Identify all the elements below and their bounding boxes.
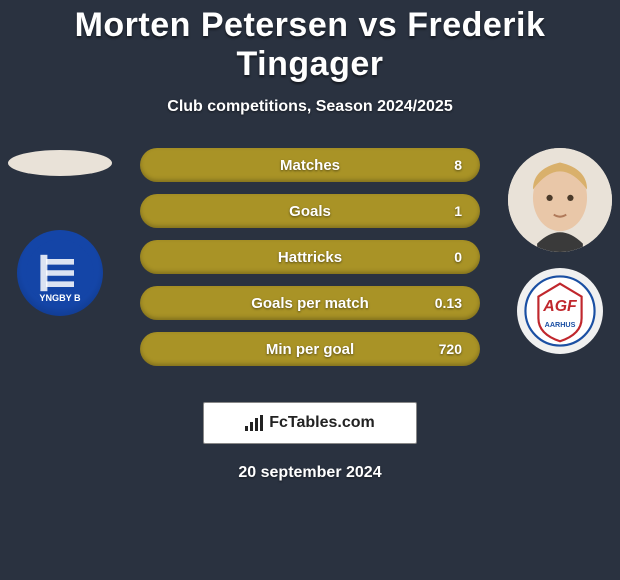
comparison-area: YNGBY B AGF AARHUS <box>0 148 620 388</box>
stat-label: Goals <box>192 203 428 220</box>
stat-value-right: 720 <box>428 341 462 357</box>
subtitle: Club competitions, Season 2024/2025 <box>0 98 620 116</box>
stat-row: Goals1 <box>140 194 480 228</box>
stat-value-right: 1 <box>428 203 462 219</box>
stat-row: Hattricks0 <box>140 240 480 274</box>
stat-label: Hattricks <box>192 249 428 266</box>
player-face-icon <box>508 148 612 252</box>
right-player-avatar <box>508 148 612 252</box>
stat-row: Matches8 <box>140 148 480 182</box>
stat-value-right: 8 <box>428 157 462 173</box>
stat-label: Min per goal <box>192 341 428 358</box>
stat-value-right: 0 <box>428 249 462 265</box>
date-text: 20 september 2024 <box>0 464 620 482</box>
left-player-avatar <box>8 150 112 176</box>
stat-row: Min per goal720 <box>140 332 480 366</box>
brand-text: FcTables.com <box>269 414 375 432</box>
bar-chart-icon <box>245 415 263 431</box>
stat-row: Goals per match0.13 <box>140 286 480 320</box>
left-club-text: YNGBY B <box>39 293 81 303</box>
left-club-badge: YNGBY B <box>17 230 103 316</box>
lyngby-logo-icon: YNGBY B <box>25 238 95 308</box>
svg-text:AGF: AGF <box>542 298 578 315</box>
page-title: Morten Petersen vs Frederik Tingager <box>0 0 620 84</box>
stat-label: Matches <box>192 157 428 174</box>
right-club-badge: AGF AARHUS <box>517 268 603 354</box>
stat-value-right: 0.13 <box>428 295 462 311</box>
stat-label: Goals per match <box>192 295 428 312</box>
left-player-column: YNGBY B <box>0 148 120 316</box>
stat-rows: Matches8Goals1Hattricks0Goals per match0… <box>140 148 480 378</box>
brand-box[interactable]: FcTables.com <box>203 402 417 444</box>
right-player-column: AGF AARHUS <box>500 148 620 354</box>
svg-text:AARHUS: AARHUS <box>545 320 576 329</box>
agf-logo-icon: AGF AARHUS <box>524 275 596 347</box>
